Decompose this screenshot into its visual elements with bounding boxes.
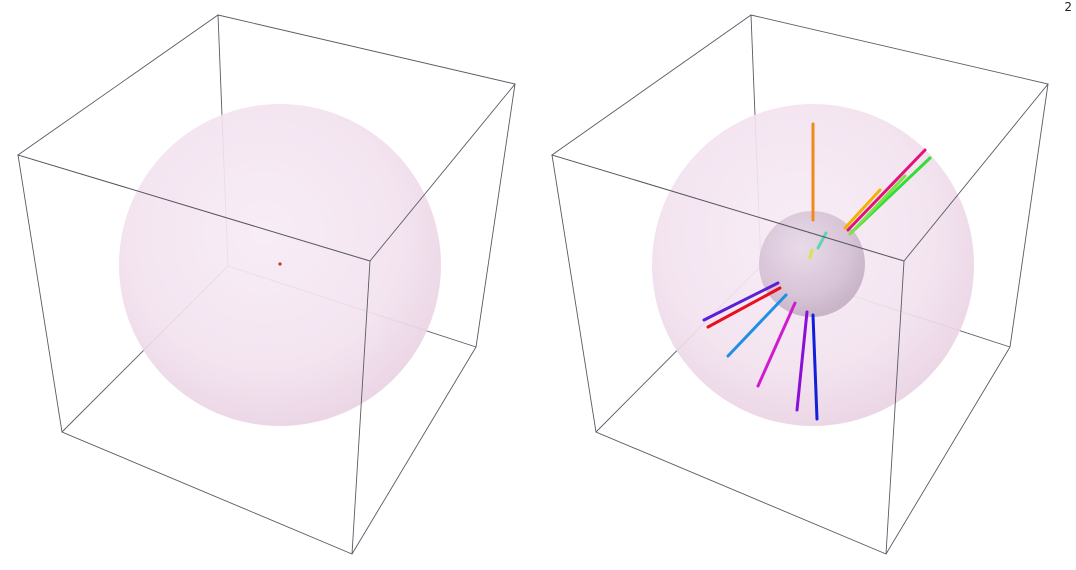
ray-group [702,122,932,421]
ray-yellow-short [808,248,814,260]
right-inner-sphere [759,211,865,317]
page-number: 2 [1064,0,1072,14]
ray-teal-short [816,231,828,250]
right-panel [550,14,1049,555]
ray-blue-downleft [726,293,788,358]
right-box-front-edges [550,14,1049,555]
ray-lightgreen-upright [848,174,907,236]
ray-magenta-upright [846,148,927,232]
ray-purple-down [795,310,809,412]
ray-magenta-down [756,301,797,388]
left-panel [16,14,516,555]
ray-indigo-left [702,281,780,322]
ray-red-left [706,286,782,329]
left-origin-point [278,262,282,266]
ray-blue-down [811,313,819,421]
left-box-front-edges [16,14,516,555]
ray-gold-upright [843,188,882,230]
